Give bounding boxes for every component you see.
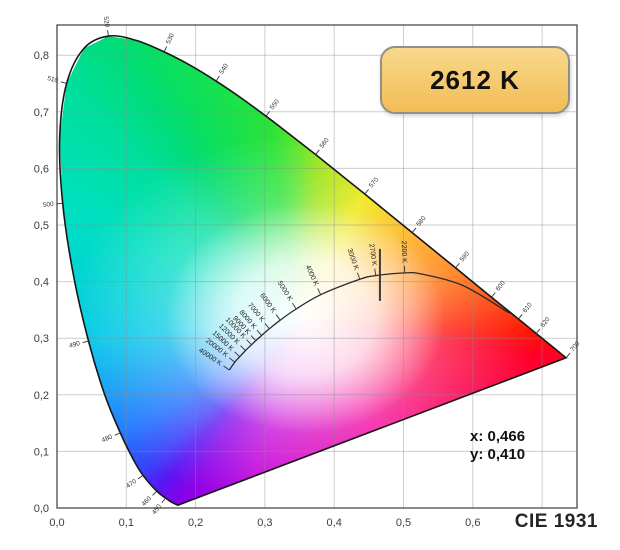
wavelength-tick-560 xyxy=(315,149,320,155)
cct-tick-5000 xyxy=(292,302,297,310)
planckian-locus-curve xyxy=(228,271,510,371)
y-axis-tick-label: 0,6 xyxy=(34,163,49,175)
cct-tick-9000 xyxy=(250,335,257,341)
wavelength-tick-700 xyxy=(565,352,571,359)
plot-frame xyxy=(56,24,578,509)
cct-label-5000: 5000 K xyxy=(276,280,294,303)
wavelength-label-470: 470 xyxy=(125,478,138,490)
cct-badge-label: 2612 K xyxy=(430,64,520,95)
wavelength-tick-590 xyxy=(455,262,460,269)
wavelength-tick-580 xyxy=(411,227,417,233)
x-axis-tick-label: 0,1 xyxy=(119,517,134,529)
wavelength-label-490: 490 xyxy=(68,340,81,350)
readout-y-value: y: 0,410 xyxy=(470,446,526,463)
y-axis-tick-label: 0,4 xyxy=(34,277,49,289)
wavelength-label-620: 620 xyxy=(539,316,552,329)
wavelength-tick-510 xyxy=(60,81,67,84)
wavelength-tick-550 xyxy=(265,111,270,117)
wavelength-tick-450 xyxy=(161,497,166,504)
spectral-locus-outline xyxy=(58,34,568,507)
wavelength-label-510: 510 xyxy=(46,75,59,85)
x-axis-tick-label: 0,5 xyxy=(396,517,411,529)
diagram-title: CIE 1931 xyxy=(514,511,598,532)
wavelength-label-530: 530 xyxy=(165,32,176,45)
wavelength-label-540: 540 xyxy=(218,62,230,75)
wavelength-tick-460 xyxy=(152,490,158,496)
wavelength-label-460: 460 xyxy=(140,495,153,508)
cct-label-4000: 4000 K xyxy=(304,264,320,287)
cct-tick-7000 xyxy=(264,323,270,330)
cct-tick-2700 xyxy=(374,268,377,276)
x-axis-tick-label: 0,4 xyxy=(327,517,342,529)
y-axis-tick-label: 0,0 xyxy=(34,503,49,515)
cct-label-2700: 2700 K xyxy=(367,243,377,266)
readout-x-value: x: 0,466 xyxy=(470,428,526,445)
wavelength-tick-470 xyxy=(137,474,144,480)
wavelength-label-570: 570 xyxy=(368,176,381,189)
cct-tick-12000 xyxy=(240,345,246,351)
wavelength-tick-620 xyxy=(535,328,541,334)
wavelength-label-610: 610 xyxy=(522,301,535,314)
wavelength-label-480: 480 xyxy=(101,433,114,444)
wavelength-tick-520 xyxy=(107,30,109,37)
wavelength-tick-500 xyxy=(56,202,63,205)
cct-tick-40000 xyxy=(223,365,230,371)
y-axis-tick-label: 0,3 xyxy=(34,333,49,345)
cct-label-6000: 6000 K xyxy=(258,292,277,314)
x-axis-tick-label: 0,6 xyxy=(465,517,480,529)
cct-label-2200: 2200 K xyxy=(400,241,408,264)
wavelength-label-550: 550 xyxy=(269,98,281,111)
cct-tick-8000 xyxy=(256,329,262,336)
y-axis-tick-label: 0,5 xyxy=(34,220,49,232)
cct-tick-4000 xyxy=(317,288,322,295)
wavelength-label-450: 450 xyxy=(151,503,163,516)
cct-tick-10000 xyxy=(246,339,252,346)
wavelength-label-500: 500 xyxy=(43,201,55,209)
coordinate-readout: x: 0,466 y: 0,410 xyxy=(470,428,525,464)
wavelength-label-560: 560 xyxy=(319,137,331,150)
x-axis-tick-label: 0,2 xyxy=(188,517,203,529)
cct-label-3000: 3000 K xyxy=(346,248,360,272)
wavelength-label-700: 700 xyxy=(569,340,582,353)
cct-tick-15000 xyxy=(234,351,241,358)
wavelength-tick-490 xyxy=(82,340,89,343)
y-axis-tick-label: 0,2 xyxy=(34,390,49,402)
wavelength-label-590: 590 xyxy=(459,250,472,263)
wavelength-tick-600 xyxy=(491,292,496,298)
cct-badge: 2612 K xyxy=(380,46,570,114)
cct-tick-3000 xyxy=(357,272,361,280)
y-axis-tick-label: 0,1 xyxy=(34,446,49,458)
wavelength-tick-570 xyxy=(364,189,369,195)
cct-tick-20000 xyxy=(228,357,236,363)
wavelength-tick-530 xyxy=(163,46,168,53)
wavelength-label-520: 520 xyxy=(102,16,111,28)
x-axis-tick-label: 0,0 xyxy=(49,517,64,529)
wavelength-label-580: 580 xyxy=(415,215,428,228)
y-axis-tick-label: 0,8 xyxy=(34,50,49,62)
wavelength-tick-540 xyxy=(215,75,220,82)
wavelength-tick-610 xyxy=(518,314,523,320)
x-axis-tick-label: 0,3 xyxy=(257,517,272,529)
wavelength-tick-480 xyxy=(114,432,121,436)
y-axis-tick-label: 0,7 xyxy=(34,107,49,119)
cct-tick-6000 xyxy=(275,314,281,321)
